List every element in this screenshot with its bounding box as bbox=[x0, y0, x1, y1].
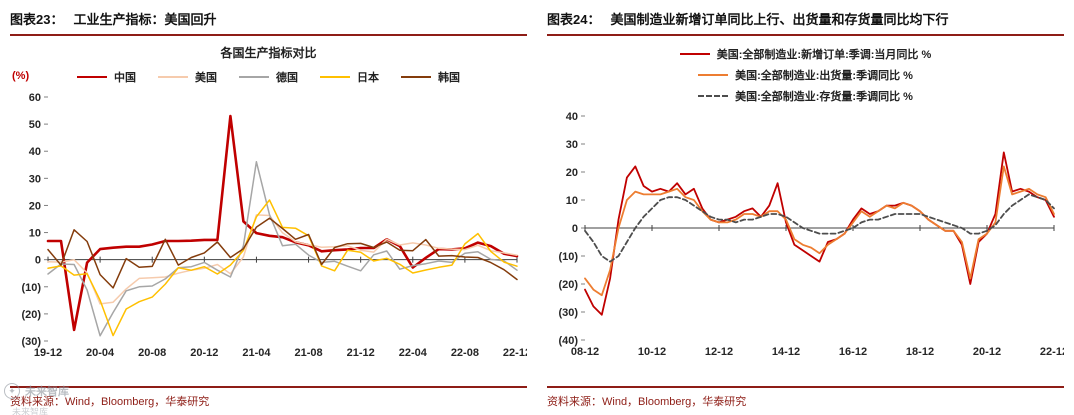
svg-text:0: 0 bbox=[572, 223, 578, 235]
legend-label: 中国 bbox=[114, 72, 136, 84]
legend-swatch bbox=[77, 76, 107, 78]
svg-text:19-12: 19-12 bbox=[34, 347, 62, 359]
svg-text:40: 40 bbox=[29, 146, 41, 158]
svg-text:(40): (40) bbox=[558, 335, 578, 347]
svg-text:22-12: 22-12 bbox=[1040, 346, 1064, 358]
legend-swatch bbox=[679, 53, 710, 55]
figure-panel-23: 图表23： 工业生产指标：美国回升 各国生产指标对比 (%) 中国 美国 德国 日本 韩国… bbox=[4, 6, 527, 415]
legend-label: 美国:全部制造业:新增订单:季调:当月同比 % bbox=[716, 49, 932, 61]
legend-item: 美国:全部制造业:新增订单:季调:当月同比 % bbox=[679, 46, 932, 62]
legend-label: 韩国 bbox=[438, 72, 460, 84]
svg-text:60: 60 bbox=[29, 92, 41, 104]
svg-text:30: 30 bbox=[29, 173, 41, 185]
figure-header: 图表24： 美国制造业新增订单同比上行、出货量和存货量同比均下行 bbox=[547, 6, 1064, 36]
svg-text:12-12: 12-12 bbox=[705, 346, 733, 358]
svg-text:(20): (20) bbox=[21, 309, 41, 321]
legend-item: 美国:全部制造业:存货量:季调同比 % bbox=[698, 88, 913, 104]
legend-item: 日本 bbox=[320, 69, 379, 85]
svg-text:40: 40 bbox=[566, 111, 578, 123]
panel-footer: 资料来源：Wind，Bloomberg，华泰研究 bbox=[547, 386, 1064, 411]
y-axis-unit-label: (%) bbox=[12, 70, 30, 82]
svg-text:21-08: 21-08 bbox=[294, 347, 322, 359]
figure-title: 美国制造业新增订单同比上行、出货量和存货量同比均下行 bbox=[610, 12, 949, 27]
legend-swatch bbox=[698, 95, 729, 97]
figure-title: 工业生产指标：美国回升 bbox=[73, 12, 217, 27]
svg-text:14-12: 14-12 bbox=[772, 346, 800, 358]
legend-item: 德国 bbox=[239, 69, 298, 85]
legend-swatch bbox=[401, 76, 431, 78]
svg-text:30: 30 bbox=[566, 139, 578, 151]
svg-text:18-12: 18-12 bbox=[906, 346, 934, 358]
svg-text:20: 20 bbox=[566, 167, 578, 179]
svg-text:10: 10 bbox=[566, 195, 578, 207]
svg-text:20-12: 20-12 bbox=[190, 347, 218, 359]
svg-text:20-04: 20-04 bbox=[86, 347, 115, 359]
chart-legend: 美国:全部制造业:新增订单:季调:当月同比 % 美国:全部制造业:出货量:季调同比… bbox=[547, 46, 1064, 104]
figure-tag: 图表23： bbox=[10, 12, 64, 27]
legend-item: 韩国 bbox=[401, 69, 460, 85]
svg-text:0: 0 bbox=[35, 255, 41, 267]
svg-text:(10): (10) bbox=[558, 251, 578, 263]
legend-label: 美国:全部制造业:出货量:季调同比 % bbox=[735, 70, 913, 82]
svg-text:(30): (30) bbox=[558, 307, 578, 319]
svg-text:10: 10 bbox=[29, 228, 41, 240]
chart-legend: (%) 中国 美国 德国 日本 韩国 bbox=[10, 67, 527, 87]
svg-text:(30): (30) bbox=[21, 336, 41, 348]
footer-divider bbox=[10, 386, 527, 388]
svg-text:(10): (10) bbox=[21, 282, 41, 294]
svg-text:20: 20 bbox=[29, 200, 41, 212]
source-note: 资料来源：Wind，Bloomberg，华泰研究 bbox=[547, 396, 747, 408]
svg-text:22-08: 22-08 bbox=[451, 347, 479, 359]
svg-text:50: 50 bbox=[29, 119, 41, 131]
svg-text:20-08: 20-08 bbox=[138, 347, 166, 359]
figure-header: 图表23： 工业生产指标：美国回升 bbox=[10, 6, 527, 36]
figure-tag: 图表24： bbox=[547, 12, 601, 27]
legend-label: 德国 bbox=[276, 72, 298, 84]
line-chart-canvas: (30) (20) (10) 0 10 20 30 40 50 60 19-12 20-04 20-08… bbox=[21, 92, 527, 359]
legend-item: 美国 bbox=[158, 69, 217, 85]
line-chart-canvas: (40) (30) (20) (10) 0 10 20 30 40 08-12 10-12 12-12… bbox=[558, 111, 1064, 358]
svg-text:22-04: 22-04 bbox=[399, 347, 428, 359]
panel-footer: 资料来源：Wind，Bloomberg，华泰研究 bbox=[10, 386, 527, 411]
svg-text:21-12: 21-12 bbox=[347, 347, 375, 359]
chart-title: 各国生产指标对比 bbox=[220, 46, 317, 60]
source-note: 资料来源：Wind，Bloomberg，华泰研究 bbox=[10, 396, 210, 408]
svg-text:08-12: 08-12 bbox=[571, 346, 599, 358]
footer-divider bbox=[547, 386, 1064, 388]
legend-item: 美国:全部制造业:出货量:季调同比 % bbox=[698, 67, 913, 83]
legend-swatch bbox=[320, 76, 350, 78]
svg-text:21-04: 21-04 bbox=[242, 347, 271, 359]
figure-panel-24: 图表24： 美国制造业新增订单同比上行、出货量和存货量同比均下行 美国:全部制造业… bbox=[537, 0, 1074, 415]
svg-text:(20): (20) bbox=[558, 279, 578, 291]
legend-label: 美国:全部制造业:存货量:季调同比 % bbox=[735, 91, 913, 103]
legend-label: 美国 bbox=[195, 72, 217, 84]
svg-text:20-12: 20-12 bbox=[973, 346, 1001, 358]
legend-swatch bbox=[239, 76, 269, 78]
svg-text:10-12: 10-12 bbox=[638, 346, 666, 358]
legend-item: 中国 bbox=[77, 69, 136, 85]
legend-swatch bbox=[698, 74, 729, 76]
legend-swatch bbox=[158, 76, 188, 78]
svg-text:16-12: 16-12 bbox=[839, 346, 867, 358]
svg-text:22-12: 22-12 bbox=[503, 347, 527, 359]
legend-label: 日本 bbox=[357, 72, 379, 84]
